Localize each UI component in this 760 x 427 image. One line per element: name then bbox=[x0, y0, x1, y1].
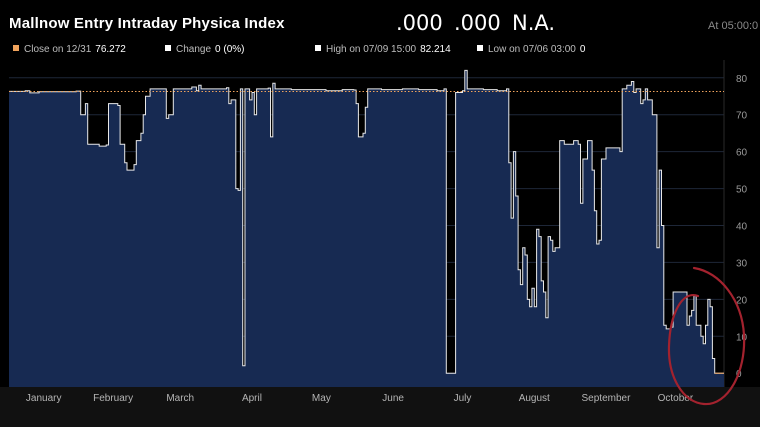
y-tick-label: 70 bbox=[736, 111, 748, 122]
as-of-time: At 05:00:0 bbox=[708, 20, 759, 32]
x-axis: January February March April May June July Augu… bbox=[0, 387, 760, 427]
legend-change-label: Change bbox=[176, 44, 212, 55]
legend-close[interactable]: Close on 12/31 76.272 bbox=[13, 44, 126, 55]
x-tick-label: March bbox=[166, 393, 194, 404]
legend-change-value: 0 (0%) bbox=[215, 44, 245, 55]
y-tick-label: 80 bbox=[736, 74, 748, 85]
y-tick-label: 50 bbox=[736, 185, 748, 196]
y-tick-label: 30 bbox=[736, 258, 748, 269]
legend-low-label: Low on 07/06 03:00 bbox=[488, 44, 576, 55]
legend-high[interactable]: High on 07/09 15:00 82.214 bbox=[315, 44, 451, 55]
x-tick-label: June bbox=[382, 393, 404, 404]
x-tick-label: January bbox=[26, 393, 62, 404]
legend-close-value: 76.272 bbox=[95, 44, 126, 55]
y-tick-label: 10 bbox=[736, 332, 748, 343]
y-tick-label: 60 bbox=[736, 148, 748, 159]
legend-high-swatch bbox=[315, 45, 321, 51]
y-tick-label: 40 bbox=[736, 222, 748, 233]
x-axis-band bbox=[0, 387, 760, 427]
x-tick-label: July bbox=[454, 393, 472, 404]
series-area bbox=[9, 70, 724, 388]
percent-change: N.A. bbox=[512, 11, 556, 35]
x-tick-label: September bbox=[582, 393, 632, 404]
last-price: .000 bbox=[396, 11, 443, 35]
x-tick-label: August bbox=[519, 393, 550, 404]
net-change: .000 bbox=[454, 11, 501, 35]
annotation-ellipse bbox=[667, 266, 746, 406]
page-title: Mallnow Entry Intraday Physica Index bbox=[9, 15, 285, 32]
legend-high-value: 82.214 bbox=[420, 44, 451, 55]
legend-low[interactable]: Low on 07/06 03:00 0 bbox=[477, 44, 585, 55]
legend-close-label: Close on 12/31 bbox=[24, 44, 92, 55]
legend-low-swatch bbox=[477, 45, 483, 51]
x-tick-label: February bbox=[93, 393, 133, 404]
legend-close-swatch bbox=[13, 45, 19, 51]
x-tick-label: October bbox=[658, 393, 694, 404]
x-tick-label: April bbox=[242, 393, 262, 404]
x-tick-label: May bbox=[312, 393, 331, 404]
series-line bbox=[9, 69, 724, 374]
legend-high-label: High on 07/09 15:00 bbox=[326, 44, 417, 55]
legend-change[interactable]: Change 0 (0%) bbox=[165, 44, 244, 55]
chart-header: Mallnow Entry Intraday Physica Index .00… bbox=[0, 0, 760, 60]
y-tick-label: 20 bbox=[736, 295, 748, 306]
legend-change-swatch bbox=[165, 45, 171, 51]
legend-low-value: 0 bbox=[579, 44, 586, 55]
